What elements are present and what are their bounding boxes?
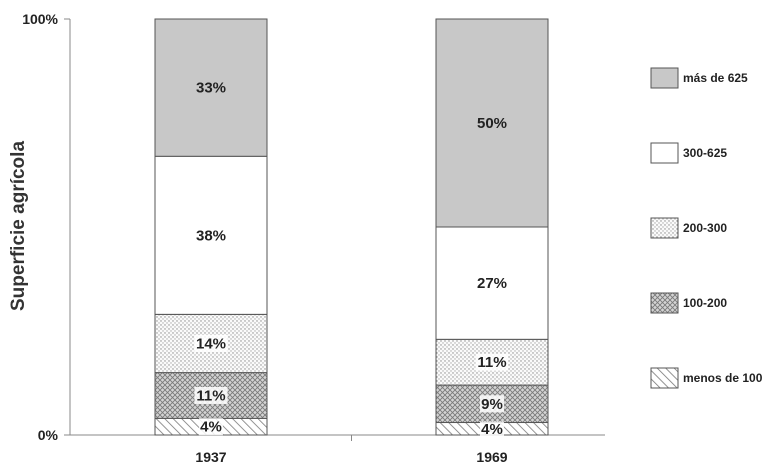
segment-label-bg <box>194 386 228 404</box>
y-axis-label: Superficie agrícola <box>8 141 29 311</box>
y-tick-labels: 0% 100% <box>22 11 58 443</box>
category-label: 1969 <box>476 449 507 465</box>
legend-swatch <box>650 67 679 89</box>
legend-label: más de 625 <box>683 71 748 85</box>
segment-labels: 4% 11% 14% 38% 33% 4% 9% 11% 27% 50% <box>194 80 509 438</box>
legend-label: 200-300 <box>683 221 727 235</box>
segment-value-label: 33% <box>196 80 226 97</box>
bar-segment <box>435 226 549 340</box>
bar-segment <box>435 18 549 228</box>
bar-segment <box>154 18 268 157</box>
segment-value-label: 11% <box>477 354 506 371</box>
category-labels: 1937 1969 <box>195 449 507 465</box>
segment-value-label: 38% <box>196 227 226 244</box>
legend-swatch <box>650 217 679 239</box>
bar-segment <box>154 155 268 315</box>
legend-swatch <box>650 142 679 164</box>
y-tick-label: 100% <box>22 11 58 27</box>
legend-swatch <box>650 292 679 314</box>
segment-label-bg <box>475 353 509 371</box>
y-tick-label: 0% <box>38 427 59 443</box>
segment-value-label: 4% <box>481 421 503 438</box>
segment-label-bg <box>480 421 504 436</box>
legend: más de 625 300-625 200-300 100-200 menos de … <box>650 67 763 389</box>
legend-label: 300-625 <box>683 146 727 160</box>
segment-value-label: 27% <box>477 275 507 292</box>
legend-label: 100-200 <box>683 296 727 310</box>
segment-value-label: 4% <box>200 419 222 436</box>
category-label: 1937 <box>195 449 226 465</box>
segment-value-label: 50% <box>477 115 507 132</box>
segment-label-bg <box>480 395 504 413</box>
segment-value-label: 9% <box>481 396 503 413</box>
legend-label: menos de 100 <box>683 371 763 385</box>
segment-value-label: 14% <box>196 335 226 352</box>
segment-label-bg <box>194 334 228 352</box>
segment-value-label: 11% <box>196 387 225 404</box>
legend-swatch <box>650 367 679 389</box>
segment-label-bg <box>199 418 223 436</box>
